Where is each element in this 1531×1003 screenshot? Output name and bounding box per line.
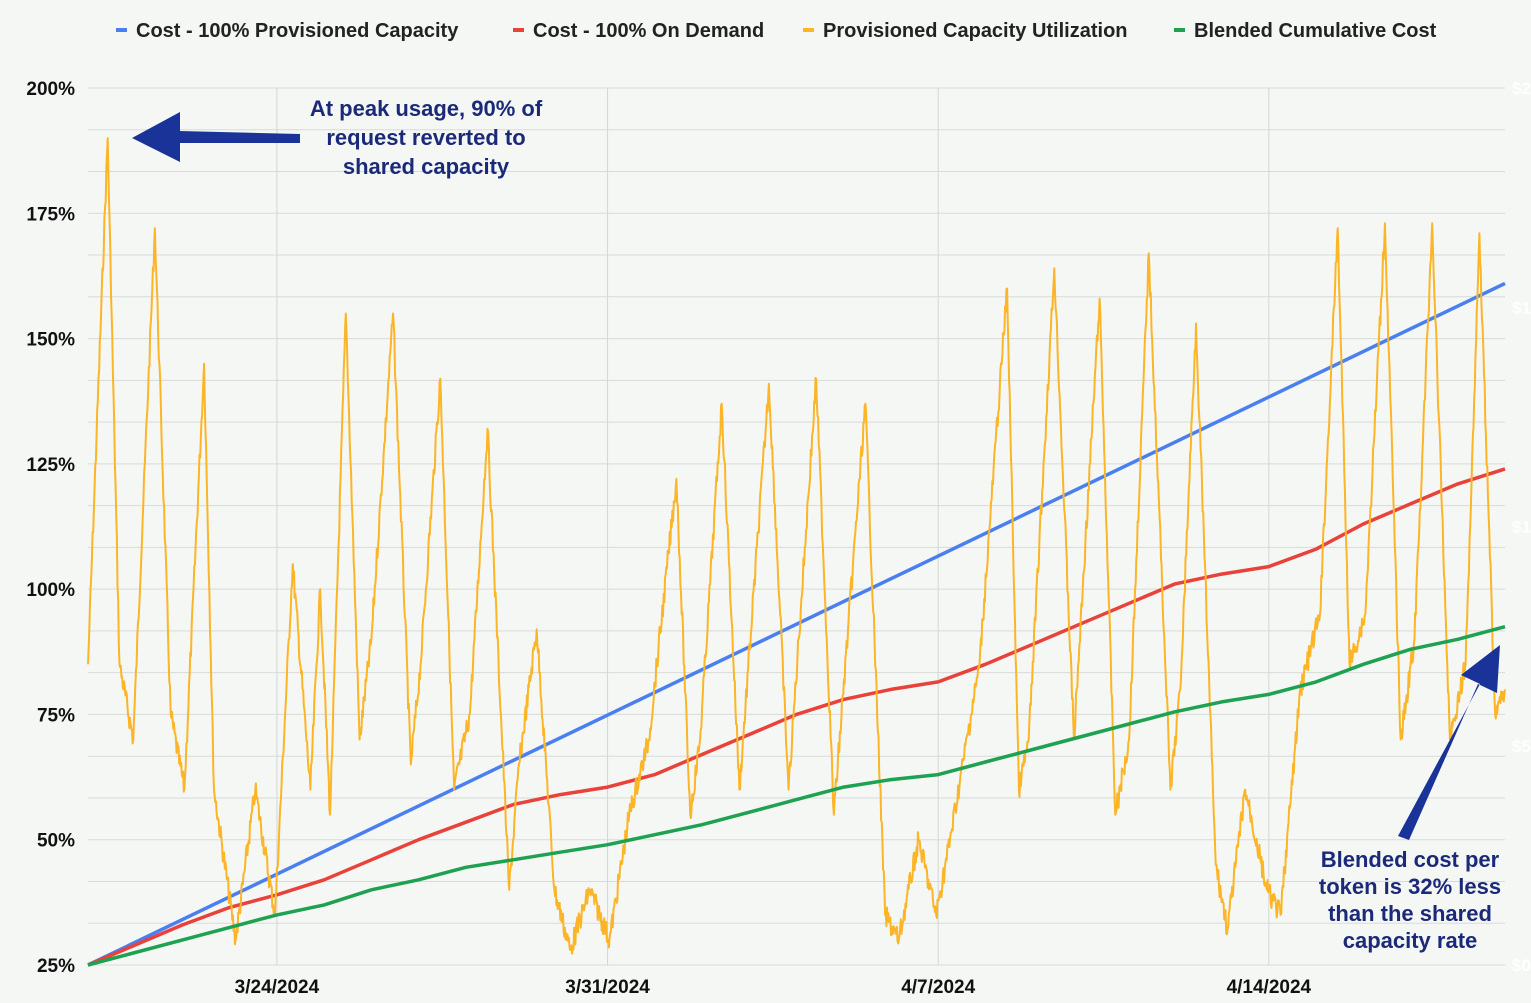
y-tick-label: 25% [37, 956, 75, 977]
y-tick-label: 200% [26, 79, 75, 100]
x-tick-label: 4/14/2024 [1227, 977, 1312, 998]
y2-tick-label: $1 [1512, 518, 1531, 537]
series-line-cost-100-on-demand [87, 467, 1506, 967]
y-axis-left: 25% 50% 75% 100% 125% 150% 175% 200% [26, 79, 75, 977]
annotations: At peak usage, 90% of request reverted to… [132, 96, 1501, 953]
x-tick-label: 4/7/2024 [901, 977, 975, 998]
y-tick-label: 175% [26, 204, 75, 225]
x-tick-label: 3/24/2024 [235, 977, 320, 998]
legend-label: Cost - 100% On Demand [533, 20, 764, 42]
legend-item: Provisioned Capacity Utilization [803, 20, 1128, 42]
series-line-cost-100-provisioned-capacity [87, 281, 1506, 967]
legend-item: Cost - 100% Provisioned Capacity [116, 20, 459, 42]
legend-swatch [1174, 28, 1185, 32]
series-lines [87, 137, 1506, 967]
x-tick-label: 3/31/2024 [565, 977, 650, 998]
annotation-blended-text: Blended cost per [1321, 847, 1500, 872]
y-tick-label: 125% [26, 455, 75, 476]
gridlines [88, 87, 1505, 966]
annotation-blended-text: than the shared [1328, 901, 1492, 926]
y2-tick-label: $1 [1512, 298, 1531, 317]
y-tick-label: 150% [26, 330, 75, 351]
legend-item: Cost - 100% On Demand [513, 20, 764, 42]
y-axis-right: $0 $5 $1 $1 $2 [1512, 79, 1531, 975]
arrow-left-icon [132, 112, 300, 162]
legend-label: Blended Cumulative Cost [1194, 20, 1437, 42]
y-tick-label: 75% [37, 705, 75, 726]
legend-swatch [513, 28, 524, 32]
y2-tick-label: $5 [1512, 737, 1531, 756]
x-axis: 3/24/2024 3/31/2024 4/7/2024 4/14/2024 [235, 977, 1312, 998]
legend-label: Provisioned Capacity Utilization [823, 20, 1128, 42]
legend-item: Blended Cumulative Cost [1174, 20, 1437, 42]
y-tick-label: 50% [37, 831, 75, 852]
legend-label: Cost - 100% Provisioned Capacity [136, 20, 459, 42]
annotation-peak-text: request reverted to [326, 125, 525, 150]
annotation-peak-text: At peak usage, 90% of [310, 96, 543, 121]
annotation-peak-text: shared capacity [343, 154, 510, 179]
series-line-blended-cumulative-cost [87, 625, 1506, 967]
annotation-blended-text: token is 32% less [1319, 874, 1501, 899]
annotation-blended-text: capacity rate [1343, 928, 1478, 953]
legend-swatch [116, 28, 127, 32]
y2-tick-label: $0 [1512, 956, 1531, 975]
legend: Cost - 100% Provisioned Capacity Cost - 1… [116, 20, 1437, 42]
y-tick-label: 100% [26, 580, 75, 601]
series-line-provisioned-capacity-utilization [87, 137, 1506, 955]
legend-swatch [803, 28, 814, 32]
arrow-up-right-icon [1398, 645, 1500, 840]
y2-tick-label: $2 [1512, 79, 1531, 98]
